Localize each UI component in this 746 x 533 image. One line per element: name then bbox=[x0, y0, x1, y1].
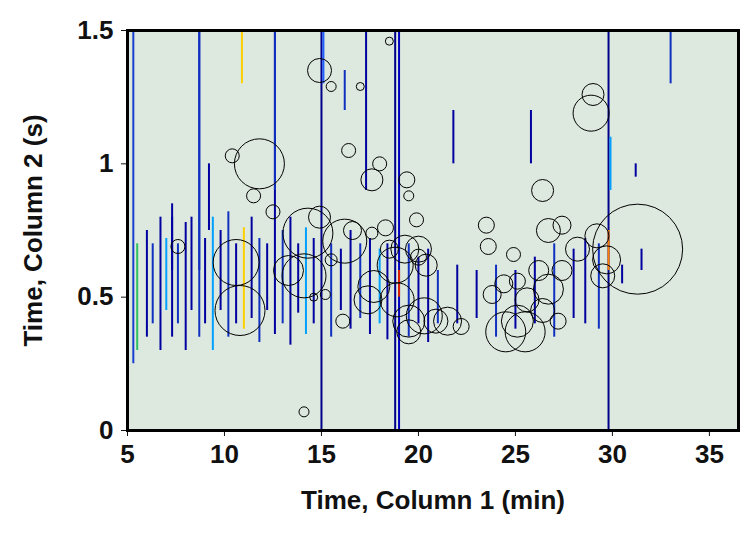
svg-text:0.5: 0.5 bbox=[77, 281, 113, 311]
svg-text:Time, Column 2 (s): Time, Column 2 (s) bbox=[18, 114, 48, 346]
svg-text:0: 0 bbox=[99, 415, 113, 445]
svg-text:1.5: 1.5 bbox=[77, 15, 113, 45]
svg-text:15: 15 bbox=[307, 439, 336, 469]
svg-text:10: 10 bbox=[210, 439, 239, 469]
svg-text:20: 20 bbox=[404, 439, 433, 469]
svg-text:30: 30 bbox=[598, 439, 627, 469]
svg-text:5: 5 bbox=[120, 439, 134, 469]
svg-text:25: 25 bbox=[501, 439, 530, 469]
svg-text:35: 35 bbox=[695, 439, 724, 469]
svg-text:1: 1 bbox=[99, 148, 113, 178]
svg-text:Time, Column 1 (min): Time, Column 1 (min) bbox=[301, 485, 565, 515]
